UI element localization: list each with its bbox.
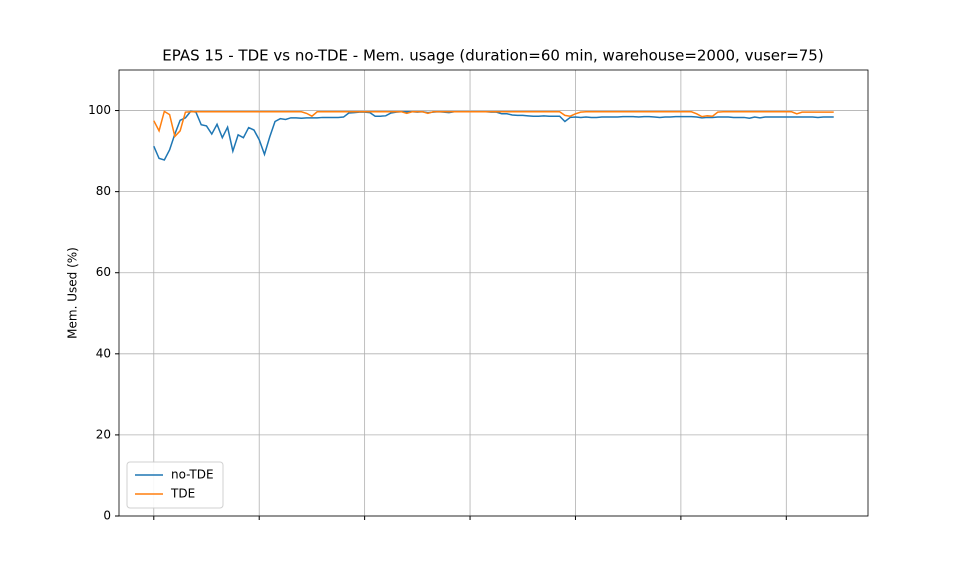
y-tick-label: 100 [88,103,111,117]
chart-title: EPAS 15 - TDE vs no-TDE - Mem. usage (du… [162,47,823,65]
y-tick-label: 20 [96,427,111,441]
y-tick-label: 80 [96,184,111,198]
legend-label: no-TDE [171,468,214,482]
legend-box [126,461,224,509]
y-tick-label: 60 [96,265,111,279]
plot-frame [118,69,869,517]
y-tick-label: 40 [96,346,111,360]
data-line [153,110,834,139]
legend-label: TDE [170,487,195,501]
y-tick-label: 0 [103,509,111,523]
y-axis-label: Mem. Used (%) [66,247,80,339]
